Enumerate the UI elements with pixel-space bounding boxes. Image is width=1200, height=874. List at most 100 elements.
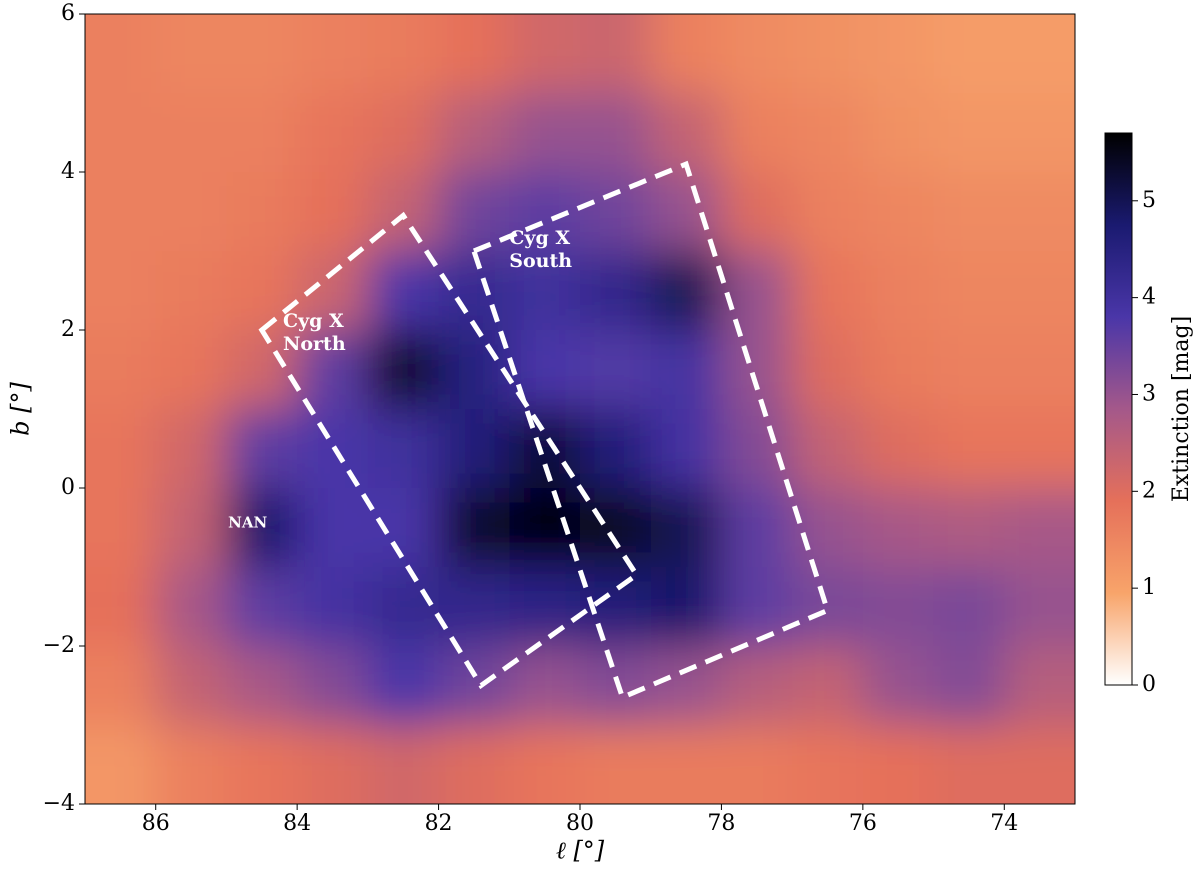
heatmap-cell	[862, 330, 935, 410]
heatmap-cell	[933, 14, 1006, 94]
heatmap-cell	[933, 172, 1006, 252]
heatmap-cell	[650, 251, 723, 331]
heatmap-cell	[1004, 646, 1075, 726]
heatmap-cell	[155, 646, 228, 726]
heatmap-cell	[367, 93, 440, 173]
x-tick-label: 86	[142, 811, 170, 836]
annotation: NAN	[228, 514, 267, 532]
heatmap-cell	[1004, 93, 1075, 173]
heatmap-cell	[933, 488, 1006, 568]
heatmap-cell	[1004, 330, 1075, 410]
heatmap-cell	[85, 646, 157, 726]
heatmap-cell	[509, 251, 581, 331]
heatmap-cell	[155, 488, 228, 568]
region-label: Cyg X	[283, 310, 344, 332]
heatmap-cell	[509, 488, 581, 568]
heatmap-cell	[438, 488, 511, 568]
heatmap-cell	[297, 172, 369, 252]
heatmap-cell	[85, 725, 157, 804]
heatmap-cell	[297, 646, 369, 726]
heatmap-cell	[721, 567, 794, 647]
heatmap-cell	[792, 725, 864, 804]
heatmap-cell	[155, 725, 228, 804]
colorbar-label: Extinction [mag]	[1169, 316, 1194, 502]
heatmap-cell	[509, 567, 581, 647]
heatmap-cell	[580, 488, 652, 568]
heatmap-cell	[580, 409, 652, 489]
x-axis-label: ℓ [°]	[556, 837, 605, 865]
heatmap-cell	[226, 330, 299, 410]
region-label: North	[283, 333, 346, 355]
heatmap-cell	[155, 93, 228, 173]
heatmap-cell	[367, 725, 440, 804]
heatmap-cell	[367, 251, 440, 331]
region-outline	[258, 211, 640, 690]
heatmap-cell	[367, 14, 440, 94]
heatmap-cell	[792, 93, 864, 173]
y-axis-label: b [°]	[7, 382, 35, 436]
x-tick-label: 78	[707, 811, 735, 836]
heatmap-cell	[792, 14, 864, 94]
heatmap-cell	[580, 646, 652, 726]
heatmap-cell	[297, 330, 369, 410]
x-tick-label: 84	[283, 811, 311, 836]
heatmap-cell	[297, 488, 369, 568]
heatmap-cell	[721, 330, 794, 410]
heatmap-cell	[650, 330, 723, 410]
heatmap-cell	[85, 567, 157, 647]
colorbar-tick-label: 2	[1142, 478, 1156, 503]
heatmap-cell	[509, 409, 581, 489]
heatmap-cell	[85, 330, 157, 410]
heatmap-cell	[367, 330, 440, 410]
heatmap-cell	[650, 725, 723, 804]
heatmap-cell	[1004, 251, 1075, 331]
heatmap-cell	[438, 725, 511, 804]
heatmap-cell	[933, 330, 1006, 410]
heatmap-cell	[297, 567, 369, 647]
heatmap-cell	[933, 725, 1006, 804]
heatmap-cell	[85, 488, 157, 568]
heatmap-cell	[1004, 488, 1075, 568]
heatmap-cell	[580, 251, 652, 331]
heatmap-cell	[1004, 14, 1075, 94]
heatmap-cell	[226, 409, 299, 489]
heatmap-cell	[862, 251, 935, 331]
heatmap-cell	[862, 409, 935, 489]
region-label: Cyg X	[509, 227, 570, 249]
heatmap-cell	[438, 409, 511, 489]
heatmap-cell	[580, 725, 652, 804]
colorbar-tick-label: 5	[1142, 188, 1156, 213]
heatmap-cell	[792, 567, 864, 647]
heatmap-cell	[85, 172, 157, 252]
heatmap-cell	[155, 251, 228, 331]
heatmap-cell	[862, 646, 935, 726]
heatmap-cell	[438, 172, 511, 252]
colorbar	[1104, 132, 1133, 686]
heatmap-cell	[226, 93, 299, 173]
colorbar-tick-label: 1	[1142, 575, 1156, 600]
heatmap-cell	[226, 725, 299, 804]
heatmap-cell	[85, 93, 157, 173]
heatmap-cell	[85, 251, 157, 331]
heatmap-cell	[792, 251, 864, 331]
heatmap-cell	[226, 172, 299, 252]
heatmap-cell	[721, 14, 794, 94]
heatmap-cell	[1004, 725, 1075, 804]
heatmap-cell	[85, 409, 157, 489]
heatmap-cell	[509, 14, 581, 94]
heatmap-cell	[580, 14, 652, 94]
heatmap-cell	[650, 567, 723, 647]
heatmap-cell	[650, 14, 723, 94]
heatmap-cell	[438, 646, 511, 726]
heatmap-cell	[297, 14, 369, 94]
heatmap-cell	[933, 93, 1006, 173]
y-tick-label: 2	[61, 317, 75, 342]
heatmap-cell	[580, 93, 652, 173]
heatmap-cell	[367, 646, 440, 726]
heatmap-cell	[933, 646, 1006, 726]
heatmap-cell	[367, 567, 440, 647]
heatmap-cell	[438, 251, 511, 331]
heatmap-cell	[862, 93, 935, 173]
